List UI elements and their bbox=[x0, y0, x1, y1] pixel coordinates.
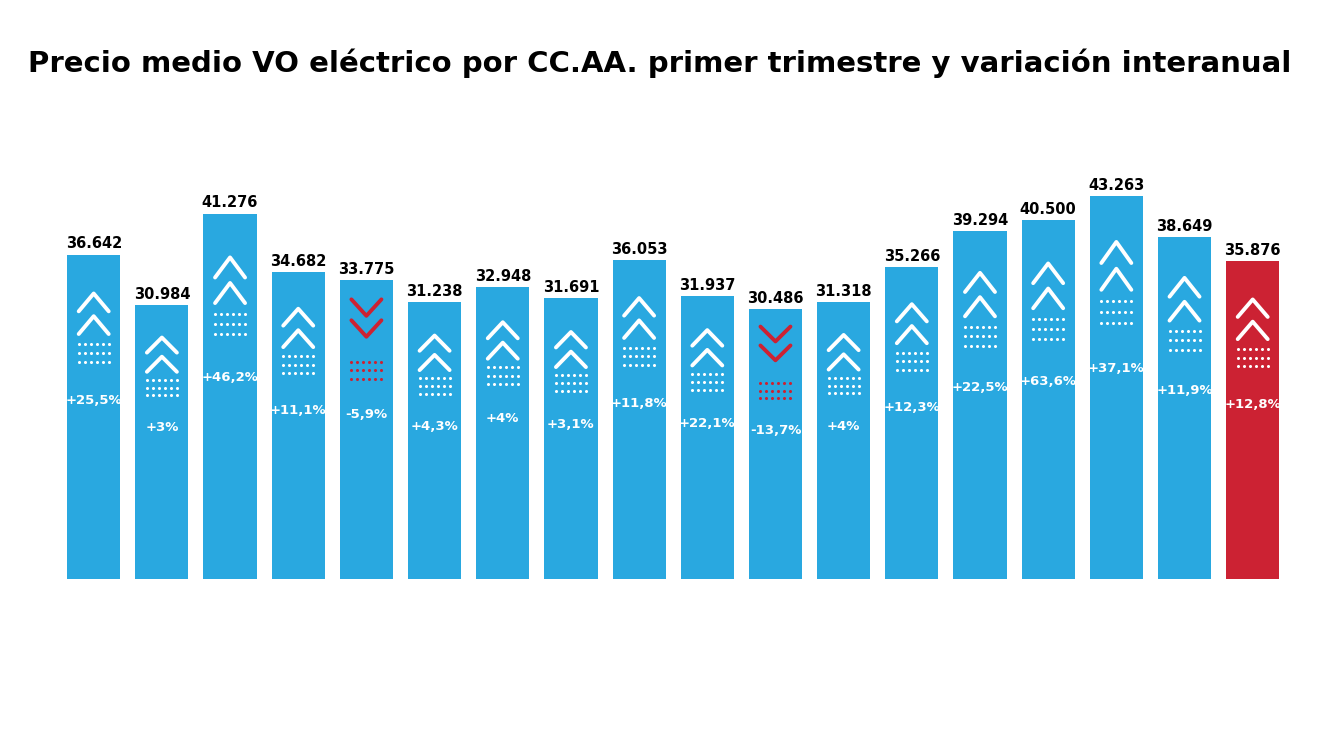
Text: Madrid: Madrid bbox=[908, 588, 949, 634]
Text: 30.486: 30.486 bbox=[747, 291, 804, 306]
Text: 35.266: 35.266 bbox=[883, 249, 940, 263]
Bar bbox=[67, 255, 120, 579]
Text: Aragón: Aragón bbox=[158, 588, 199, 635]
Text: Navarra: Navarra bbox=[1044, 588, 1089, 640]
Text: Andalucía: Andalucía bbox=[90, 588, 143, 649]
Text: +11,9%: +11,9% bbox=[1156, 384, 1213, 397]
Text: +63,6%: +63,6% bbox=[1019, 375, 1077, 388]
Text: +22,5%: +22,5% bbox=[952, 381, 1008, 394]
Text: Precio medio VO eléctrico por CC.AA. primer trimestre y variación interanual: Precio medio VO eléctrico por CC.AA. pri… bbox=[28, 48, 1292, 78]
Text: Baleares: Baleares bbox=[294, 588, 342, 643]
Text: Canarias: Canarias bbox=[363, 588, 411, 643]
Bar bbox=[1158, 237, 1212, 579]
Text: 35.876: 35.876 bbox=[1225, 243, 1280, 258]
Text: +12,3%: +12,3% bbox=[883, 401, 940, 413]
Text: 31.937: 31.937 bbox=[678, 278, 735, 293]
Text: 36.642: 36.642 bbox=[66, 237, 121, 252]
Text: Cataluña: Cataluña bbox=[636, 588, 684, 645]
Text: Murcia: Murcia bbox=[977, 588, 1015, 633]
Text: +11,8%: +11,8% bbox=[611, 397, 668, 410]
Text: 36.053: 36.053 bbox=[611, 242, 668, 257]
Text: 31.238: 31.238 bbox=[407, 284, 463, 299]
Text: +25,5%: +25,5% bbox=[66, 394, 121, 407]
Bar bbox=[886, 267, 939, 579]
Text: -5,9%: -5,9% bbox=[346, 408, 388, 421]
Bar bbox=[339, 280, 393, 579]
Bar bbox=[953, 231, 1007, 579]
Bar bbox=[748, 309, 803, 579]
Text: +4%: +4% bbox=[826, 420, 861, 433]
Bar bbox=[817, 302, 870, 579]
Bar bbox=[1022, 220, 1074, 579]
Text: +11,1%: +11,1% bbox=[269, 404, 326, 416]
Text: 31.318: 31.318 bbox=[816, 283, 873, 298]
Text: CLM: CLM bbox=[499, 588, 528, 619]
Text: Valencia: Valencia bbox=[1181, 588, 1228, 642]
Text: La Rioja: La Rioja bbox=[841, 588, 884, 639]
Text: 30.984: 30.984 bbox=[133, 286, 190, 301]
Text: País Vasco: País Vasco bbox=[1113, 588, 1168, 653]
Text: +37,1%: +37,1% bbox=[1088, 362, 1144, 375]
Text: +46,2%: +46,2% bbox=[202, 372, 259, 384]
Text: +4%: +4% bbox=[486, 412, 520, 425]
Text: Asturias: Asturias bbox=[227, 588, 272, 641]
Text: CyL: CyL bbox=[568, 588, 593, 616]
Text: España: España bbox=[1249, 588, 1290, 635]
Bar bbox=[1226, 261, 1279, 579]
Text: 31.691: 31.691 bbox=[543, 280, 599, 295]
Text: 34.682: 34.682 bbox=[271, 254, 326, 269]
Bar bbox=[544, 298, 598, 579]
Text: 40.500: 40.500 bbox=[1020, 203, 1077, 217]
Text: 38.649: 38.649 bbox=[1156, 219, 1213, 234]
Bar bbox=[477, 287, 529, 579]
Text: +3,1%: +3,1% bbox=[546, 418, 595, 431]
Text: 32.948: 32.948 bbox=[475, 269, 531, 284]
Text: Extremadura: Extremadura bbox=[704, 588, 770, 666]
Text: -13,7%: -13,7% bbox=[750, 424, 801, 437]
Bar bbox=[681, 296, 734, 579]
Text: 33.775: 33.775 bbox=[338, 262, 395, 277]
Bar bbox=[612, 260, 665, 579]
Text: +12,8%: +12,8% bbox=[1225, 398, 1282, 410]
Text: 43.263: 43.263 bbox=[1088, 178, 1144, 193]
Bar bbox=[203, 214, 256, 579]
Bar bbox=[135, 305, 189, 579]
Text: 39.294: 39.294 bbox=[952, 213, 1008, 228]
Text: +4,3%: +4,3% bbox=[411, 420, 458, 433]
Text: +22,1%: +22,1% bbox=[678, 417, 735, 430]
Bar bbox=[408, 303, 461, 579]
Text: Cantabria: Cantabria bbox=[432, 588, 483, 649]
Bar bbox=[1090, 196, 1143, 579]
Text: Galicia: Galicia bbox=[772, 588, 810, 633]
Bar bbox=[272, 272, 325, 579]
Text: +3%: +3% bbox=[145, 421, 178, 435]
Text: 41.276: 41.276 bbox=[202, 195, 259, 211]
